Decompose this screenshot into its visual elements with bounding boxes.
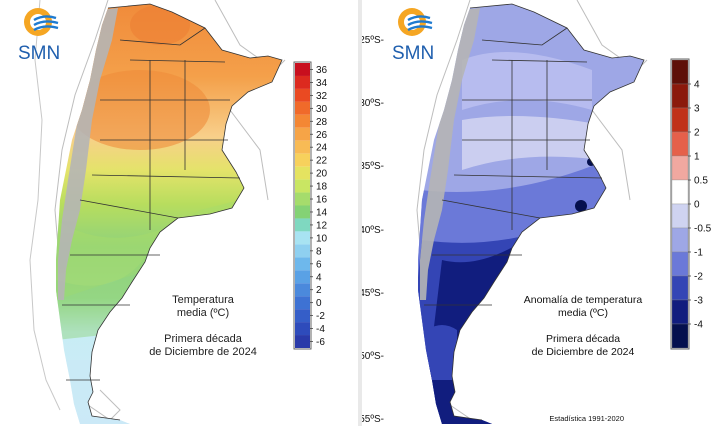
anomaly-map-panel: 25ºS-30ºS-35ºS-40ºS-45ºS-50ºS-55ºS- SMN …	[359, 0, 721, 426]
legend-label: 8	[316, 246, 322, 257]
legend-swatch	[295, 166, 310, 180]
statistics-footnote: Estadística 1991-2020	[549, 414, 624, 423]
legend-label: 18	[316, 182, 328, 193]
legend-label: 3	[694, 104, 700, 115]
legend-label: 34	[316, 78, 328, 89]
legend-label: 30	[316, 104, 328, 115]
legend-label: -3	[694, 296, 703, 307]
legend-swatch	[295, 309, 310, 323]
legend-label: 14	[316, 207, 328, 218]
legend-label: 1	[694, 152, 700, 163]
latitude-label: 50ºS-	[362, 351, 384, 362]
legend-label: 6	[316, 259, 322, 270]
legend-label: 16	[316, 195, 328, 206]
legend-label: -0.5	[694, 224, 712, 235]
legend-swatch	[295, 296, 310, 310]
legend-swatch	[295, 101, 310, 115]
legend-swatch	[671, 59, 689, 85]
map-period-line2: de Diciembre de 2024	[149, 346, 257, 358]
legend-swatch	[295, 153, 310, 167]
temperature-map-panel: SMN Temperatura media (ºC) Primera décad…	[0, 0, 358, 426]
latitude-label: 40ºS-	[362, 225, 384, 236]
legend-swatch	[295, 244, 310, 258]
map-period-line1: Primera década	[164, 333, 243, 345]
province-borders	[424, 3, 645, 421]
legend-label: 20	[316, 169, 328, 180]
smn-logo-text: SMN	[18, 43, 60, 64]
legend-swatch	[671, 299, 689, 325]
legend-swatch	[295, 205, 310, 219]
legend-label: -2	[316, 311, 325, 322]
legend-swatch	[295, 218, 310, 232]
map-title-line2: media (ºC)	[177, 307, 229, 319]
legend-label: -4	[694, 320, 703, 331]
anomaly-map: 25ºS-30ºS-35ºS-40ºS-45ºS-50ºS-55ºS- SMN …	[359, 0, 721, 426]
legend-swatch	[671, 179, 689, 205]
legend-swatch	[295, 140, 310, 154]
legend-swatch	[671, 203, 689, 229]
legend-label: 2	[316, 285, 322, 296]
map-title-line2: media (ºC)	[558, 307, 608, 319]
legend-swatch	[295, 192, 310, 206]
legend-label: 4	[316, 272, 322, 283]
map-title-line1: Anomalía de temperatura	[524, 294, 643, 306]
legend-swatch	[295, 63, 310, 76]
legend-label: 22	[316, 156, 328, 167]
latitude-label: 55ºS-	[362, 414, 384, 425]
map-period-line1: Primera década	[546, 333, 620, 345]
legend-swatch	[295, 75, 310, 89]
latitude-label: 30ºS-	[362, 98, 384, 109]
legend-swatch	[671, 83, 689, 109]
map-title-line1: Temperatura	[172, 294, 235, 306]
latitude-labels: 25ºS- 30ºS- 35ºS- 40ºS- 45ºS- 50ºS- 55ºS-	[359, 35, 384, 425]
legend-swatch	[295, 257, 310, 271]
panel-divider	[358, 0, 362, 426]
smn-logo: SMN	[392, 8, 434, 64]
legend-swatch	[295, 88, 310, 102]
latitude-label: 45ºS-	[362, 288, 384, 299]
legend-swatch	[295, 127, 310, 141]
smn-logo-text: SMN	[392, 43, 434, 64]
legend-label: 12	[316, 220, 328, 231]
legend-label: 26	[316, 130, 328, 141]
legend-label: 0.5	[694, 176, 708, 187]
legend-swatch	[671, 107, 689, 133]
temperature-map: SMN Temperatura media (ºC) Primera décad…	[0, 0, 358, 426]
map-period-line2: de Diciembre de 2024	[532, 346, 635, 358]
legend-swatch	[671, 227, 689, 253]
legend-label: -1	[694, 248, 703, 259]
legend-swatch	[671, 251, 689, 277]
legend-label: 32	[316, 91, 328, 102]
legend-label: 10	[316, 233, 328, 244]
legend-swatch	[671, 275, 689, 301]
legend-swatch	[295, 322, 310, 336]
province-borders	[62, 3, 283, 421]
latitude-label: 35ºS-	[362, 161, 384, 172]
legend-swatch	[295, 335, 310, 348]
legend-label: 0	[694, 200, 700, 211]
anomaly-legend: 4 3 2 1 0.5 0 -0.5 -1 -2 -3 -4	[670, 58, 712, 350]
legend-label: 4	[694, 80, 700, 91]
legend-swatch	[295, 283, 310, 297]
legend-label: 28	[316, 117, 328, 128]
legend-swatch	[295, 114, 310, 128]
legend-label: -2	[694, 272, 703, 283]
smn-logo: SMN	[18, 8, 60, 64]
legend-label: 2	[694, 128, 700, 139]
legend-label: 24	[316, 143, 328, 154]
legend-label: -6	[316, 337, 325, 348]
legend-swatch	[671, 155, 689, 181]
legend-swatch	[295, 270, 310, 284]
legend-swatch	[671, 131, 689, 157]
legend-swatch	[295, 231, 310, 245]
latitude-label: 25ºS-	[362, 35, 384, 46]
legend-swatch	[671, 323, 689, 349]
legend-label: -4	[316, 324, 325, 335]
legend-label: 0	[316, 298, 322, 309]
legend-label: 36	[316, 65, 328, 76]
legend-swatch	[295, 179, 310, 193]
